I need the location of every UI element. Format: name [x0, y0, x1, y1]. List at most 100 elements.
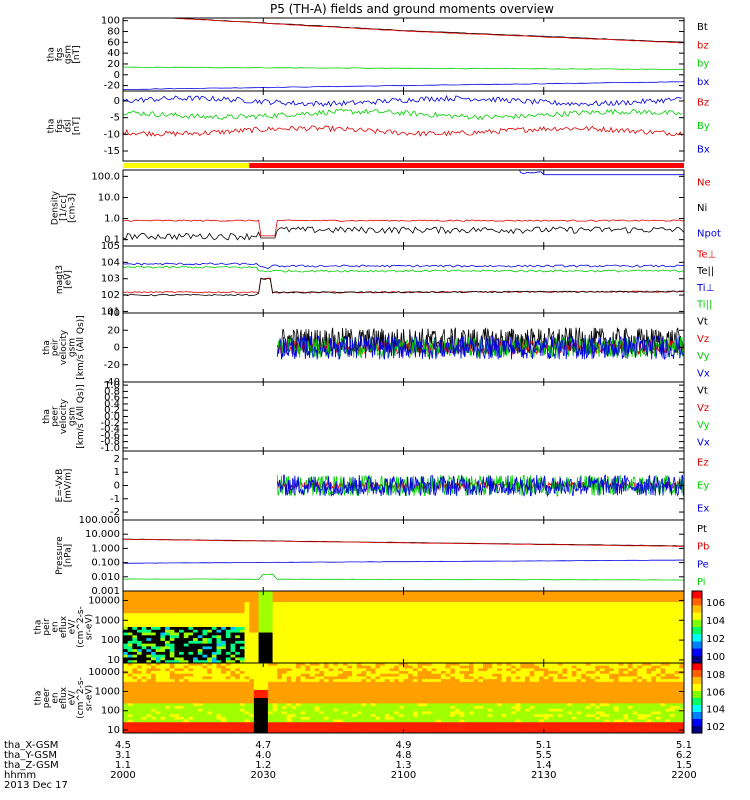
spectrogram-cell — [394, 591, 400, 595]
spectrogram-cell — [300, 618, 306, 623]
spectrogram-cell — [179, 621, 185, 625]
spectrogram-cell — [314, 703, 320, 707]
spectrogram-cell — [216, 624, 222, 628]
spectrogram-cell — [380, 724, 386, 729]
spectrogram-cell — [155, 689, 161, 694]
spectrogram-cell — [132, 681, 138, 686]
spectrogram-cell — [179, 627, 185, 631]
spectrogram-cell — [581, 621, 587, 625]
spectrogram-cell — [127, 668, 133, 672]
spectrogram-cell — [169, 679, 176, 683]
spectrogram-cell — [394, 638, 400, 642]
spectrogram-cell — [595, 610, 601, 614]
peer_velocity-frame — [122, 381, 685, 452]
spectrogram-cell — [366, 679, 372, 683]
spectrogram-cell — [352, 640, 358, 645]
spectrogram-cell — [202, 629, 208, 634]
spectrogram-cell — [314, 640, 320, 645]
spectrogram-cell — [197, 671, 204, 675]
spectrogram-cell — [277, 604, 283, 609]
spectrogram-cell — [347, 651, 353, 656]
spectrogram-cell — [352, 698, 358, 702]
spectrogram-cell — [221, 651, 227, 656]
spectrogram-cell — [660, 649, 666, 653]
spectrogram-cell — [281, 724, 288, 729]
spectrogram-cell — [230, 692, 236, 696]
spectrogram-cell — [548, 593, 554, 598]
spectrogram-cell — [137, 610, 143, 614]
spectrogram-cell — [436, 660, 442, 663]
spectrogram-cell — [291, 719, 297, 723]
spectrogram-cell — [669, 610, 676, 614]
spectrogram-cell — [384, 676, 391, 680]
spectrogram-cell — [665, 599, 671, 603]
spectrogram-cell — [310, 676, 316, 680]
spectrogram-cell — [286, 724, 292, 729]
spectrogram-cell — [300, 621, 306, 625]
spectrogram-cell — [366, 624, 372, 628]
spectrogram-cell — [160, 651, 166, 656]
spectrogram-cell — [352, 684, 358, 688]
temperature-yticklabel-2: 103 — [101, 274, 120, 285]
spectrogram-cell — [193, 632, 199, 636]
spectrogram-cell — [347, 687, 353, 691]
spectrogram-cell — [263, 722, 269, 726]
peer_spectrogram-data — [123, 663, 684, 733]
spectrogram-cell — [328, 679, 334, 683]
spectrogram-cell — [529, 610, 535, 614]
spectrogram-cell — [398, 632, 405, 636]
spectrogram-cell — [394, 593, 400, 598]
spectrogram-cell — [674, 632, 680, 636]
spectrogram-cell — [230, 703, 236, 707]
spectrogram-cell — [169, 621, 176, 625]
spectrogram-cell — [553, 602, 559, 606]
spectrogram-cell — [319, 663, 325, 667]
spectrogram-cell — [137, 591, 143, 595]
spectrogram-cell — [221, 668, 227, 672]
spectrogram-cell — [576, 638, 582, 642]
spectrogram-cell — [515, 660, 521, 663]
spectrogram-cell — [669, 651, 676, 656]
spectrogram-cell — [277, 668, 283, 672]
spectrogram-cell — [155, 635, 161, 639]
spectrogram-cell — [618, 646, 624, 650]
spectrogram-cell — [263, 671, 269, 675]
spectrogram-cell — [221, 624, 227, 628]
spectrogram-cell — [151, 687, 157, 691]
spectrogram-cell — [511, 646, 517, 650]
spectrogram-cell — [169, 593, 176, 598]
spectrogram-cell — [160, 593, 166, 598]
spectrogram-cell — [244, 687, 250, 691]
density-data — [123, 170, 684, 241]
spectrogram-cell — [310, 663, 316, 667]
spectrogram-cell — [459, 646, 465, 650]
spectrogram-cell — [543, 596, 550, 600]
spectrogram-cell — [263, 624, 269, 628]
spectrogram-cell — [188, 668, 194, 672]
spectrogram-cell — [347, 703, 353, 707]
spectrogram-cell — [375, 607, 381, 611]
spectrogram-cell — [389, 591, 395, 595]
spectrogram-cell — [216, 703, 222, 707]
spectrogram-cell — [174, 679, 180, 683]
spectrogram-cell — [361, 716, 367, 721]
spectrogram-cell — [324, 719, 330, 723]
spectrogram-cell — [188, 604, 194, 609]
spectrogram-cell — [571, 602, 578, 606]
spectrogram-cell — [132, 665, 138, 669]
spectrogram-cell — [305, 618, 311, 623]
spectrogram-cell — [338, 716, 344, 721]
spectrogram-cell — [253, 724, 260, 729]
spectrogram-cell — [525, 654, 531, 659]
spectrogram-cell — [155, 646, 161, 650]
spectrogram-cell — [342, 689, 348, 694]
spectrogram-cell — [132, 695, 138, 699]
spectrogram-cell — [342, 727, 348, 731]
spectrogram-cell — [160, 640, 166, 645]
spectrogram-cell — [492, 657, 498, 661]
spectrogram-cell — [239, 657, 246, 661]
spectrogram-cell — [197, 649, 204, 653]
fgs_dsl-legend-By: By — [697, 121, 710, 132]
spectrogram-cell — [123, 640, 129, 645]
